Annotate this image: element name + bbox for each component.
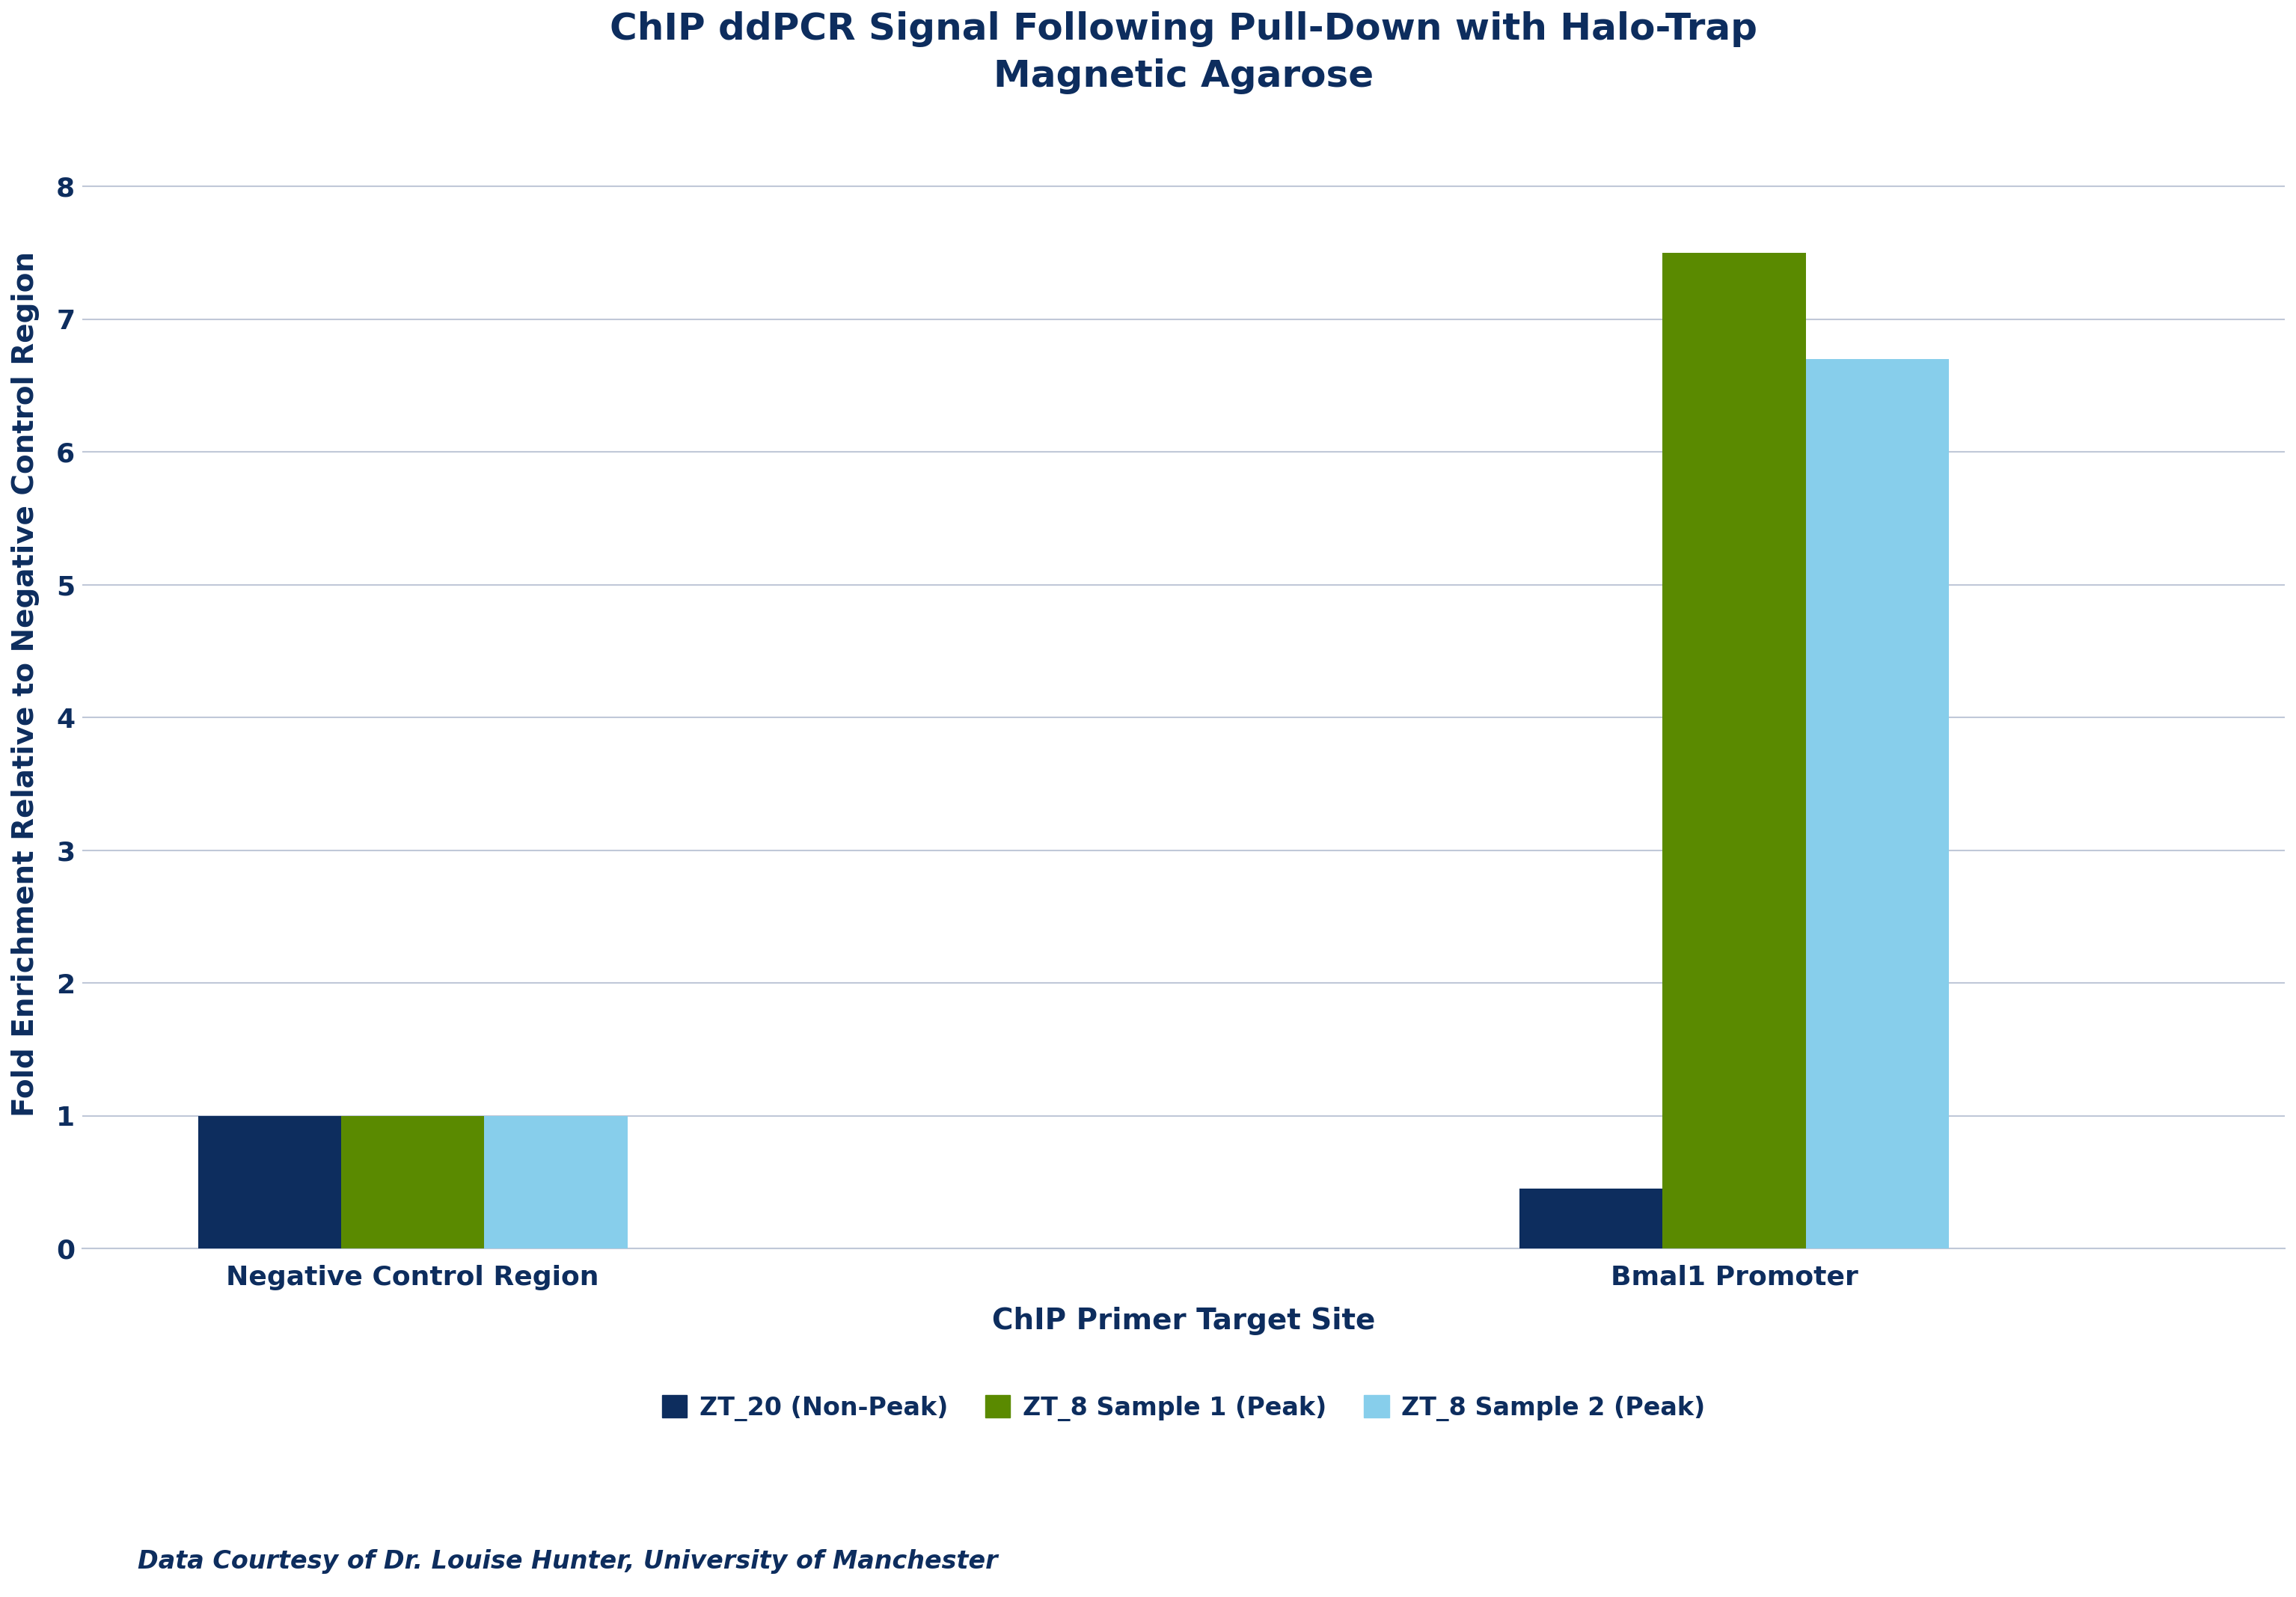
- Title: ChIP ddPCR Signal Following Pull-Down with Halo-Trap
Magnetic Agarose: ChIP ddPCR Signal Following Pull-Down wi…: [611, 11, 1756, 94]
- Bar: [1805, 359, 1949, 1249]
- Bar: [484, 1116, 627, 1249]
- Bar: [197, 1116, 342, 1249]
- Bar: [1520, 1188, 1662, 1249]
- Legend: ZT_20 (Non-Peak), ZT_8 Sample 1 (Peak), ZT_8 Sample 2 (Peak): ZT_20 (Non-Peak), ZT_8 Sample 1 (Peak), …: [652, 1385, 1715, 1431]
- X-axis label: ChIP Primer Target Site: ChIP Primer Target Site: [992, 1306, 1375, 1335]
- Bar: [1662, 252, 1805, 1249]
- Y-axis label: Fold Enrichment Relative to Negative Control Region: Fold Enrichment Relative to Negative Con…: [11, 252, 39, 1118]
- Bar: [342, 1116, 484, 1249]
- Text: Data Courtesy of Dr. Louise Hunter, University of Manchester: Data Courtesy of Dr. Louise Hunter, Univ…: [138, 1549, 999, 1573]
